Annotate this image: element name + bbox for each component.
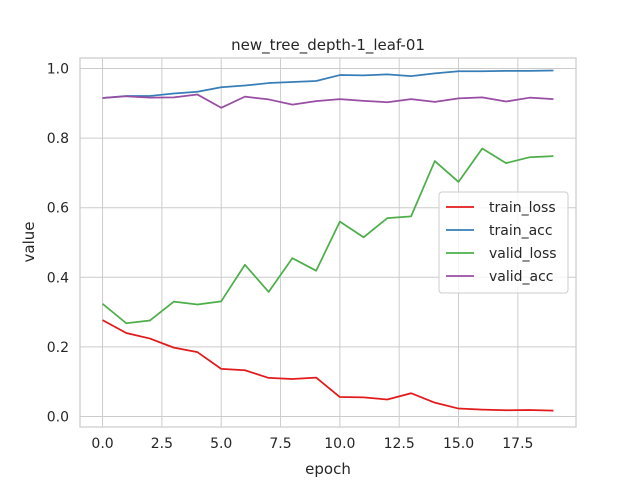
x-tick-label: 15.0 [443, 436, 474, 452]
series-line-valid-loss [101, 147, 554, 325]
x-tick-labels: 0.0 2.5 5.0 7.5 10.0 12.5 15.0 17.5 [91, 436, 533, 452]
x-tick-label: 10.0 [324, 436, 355, 452]
y-tick-label: 0.8 [47, 131, 69, 147]
y-tick-label: 0.4 [47, 270, 69, 286]
x-axis-label: epoch [305, 460, 351, 478]
y-tick-label: 0.2 [47, 340, 69, 356]
legend-box [438, 191, 569, 294]
x-tick-label: 0.0 [91, 436, 113, 452]
y-tick-label: 0.0 [47, 410, 69, 426]
chart-title: new_tree_depth-1_leaf-01 [231, 36, 425, 55]
legend-label-valid-loss: valid_loss [489, 246, 557, 262]
plot-frame [79, 57, 577, 428]
x-tick-label: 5.0 [210, 436, 232, 452]
x-tick-label: 7.5 [269, 436, 291, 452]
x-tick-label: 2.5 [151, 436, 173, 452]
legend-label-train-loss: train_loss [489, 200, 556, 216]
series-line-train-loss [102, 319, 554, 412]
legend-label-valid-acc: valid_acc [489, 269, 554, 285]
y-tick-label: 1.0 [47, 61, 69, 77]
series-layer [101, 69, 554, 412]
series-line-valid-acc [102, 93, 554, 109]
x-tick-label: 17.5 [502, 436, 533, 452]
y-axis-label: value [20, 222, 38, 263]
legend-label-train-acc: train_acc [489, 223, 553, 239]
y-tick-label: 0.6 [47, 201, 69, 217]
y-tick-labels: 0.0 0.2 0.4 0.6 0.8 1.0 [47, 61, 69, 425]
x-tick-label: 12.5 [384, 436, 415, 452]
series-line-train-acc [102, 69, 554, 99]
legend: train_loss train_acc valid_loss valid_acc [438, 191, 569, 294]
